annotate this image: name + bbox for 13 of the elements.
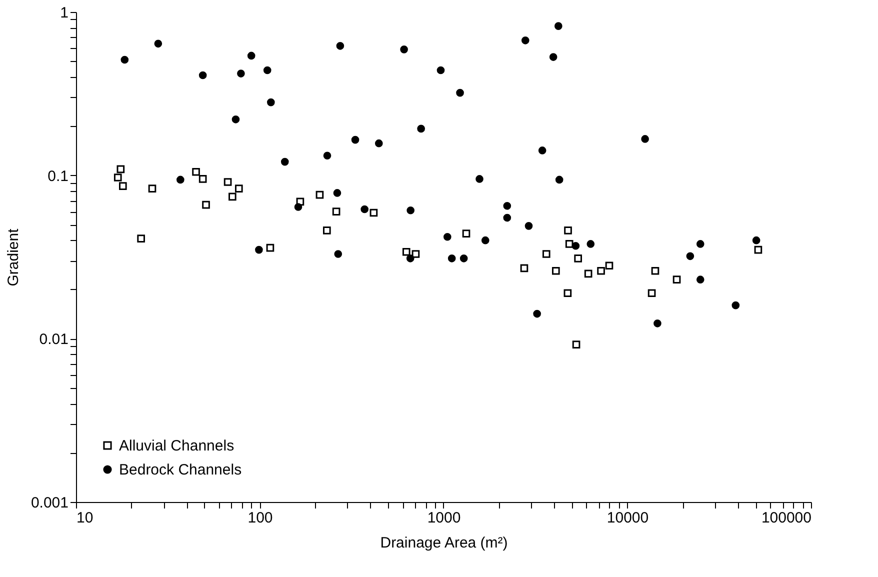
y-tick-label: 0.1 [48,168,68,185]
x-tick-label: 100 [248,510,273,526]
y-tick-label: 1 [60,4,68,22]
legend-label: Alluvial Channels [119,438,234,454]
x-tick-label: 1000 [427,510,461,526]
x-tick-label: 10000 [606,510,649,526]
y-tick-label: 0.01 [39,331,68,348]
x-tick-label: 10 [76,510,94,526]
y-axis-title: Gradient [4,228,22,286]
y-tick-label: 0.001 [30,494,68,512]
legend-label: Bedrock Channels [119,462,242,478]
x-axis-title: Drainage Area (m²) [380,534,508,552]
x-tick-label: 100000 [761,510,812,526]
